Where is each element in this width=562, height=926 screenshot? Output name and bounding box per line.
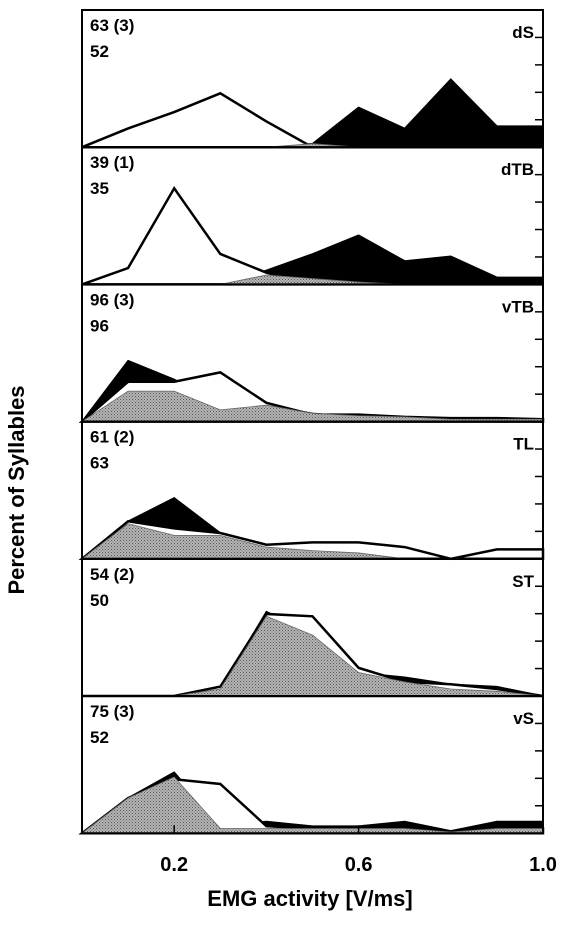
x-axis-label: EMG activity [V/ms] <box>207 886 412 911</box>
panel-label: vTB <box>502 297 534 316</box>
panel-count-bottom: 35 <box>90 179 109 198</box>
panel-count-top: 39 (1) <box>90 153 134 172</box>
panel-label: dS <box>512 23 534 42</box>
panel-vS: 75 (3) 52 vS <box>78 695 545 835</box>
panel-dTB: 39 (1) 35 dTB <box>81 146 544 286</box>
panel-frame <box>81 695 544 835</box>
panel-count-top: 96 (3) <box>90 290 134 309</box>
x-axis: 0.2 0.6 1.0 <box>160 825 557 876</box>
panel-vTB: 96 (3) 96 vTB <box>78 283 545 423</box>
panel-count-top: 54 (2) <box>90 565 134 584</box>
panel-label: ST <box>512 572 534 591</box>
x-tick-label: 1.0 <box>529 854 557 876</box>
y-axis-label: Percent of Syllables <box>4 385 29 594</box>
x-tick-label: 0.6 <box>345 854 373 876</box>
x-tick-label: 0.2 <box>160 854 188 876</box>
panel-TL: 61 (2) 63 TL <box>78 420 545 561</box>
panel-count-top: 61 (2) <box>90 428 134 447</box>
panels-group: 63 (3) 52 dS 39 (1) 35 dTB 96 (3) 96 vTB 61 (2) 63… <box>78 9 545 835</box>
panel-ST: 54 (2) 50 ST <box>81 557 544 698</box>
panel-dS: 63 (3) 52 dS <box>81 9 544 149</box>
panel-count-bottom: 96 <box>90 316 109 335</box>
panel-count-bottom: 52 <box>90 42 109 61</box>
panel-count-bottom: 63 <box>90 454 109 473</box>
panel-label: vS <box>513 709 534 728</box>
panel-label: TL <box>513 435 534 454</box>
panel-count-top: 75 (3) <box>90 702 134 721</box>
panel-count-bottom: 52 <box>90 728 109 747</box>
panel-count-bottom: 50 <box>90 591 109 610</box>
panel-label: dTB <box>501 160 534 179</box>
panel-count-top: 63 (3) <box>90 16 134 35</box>
